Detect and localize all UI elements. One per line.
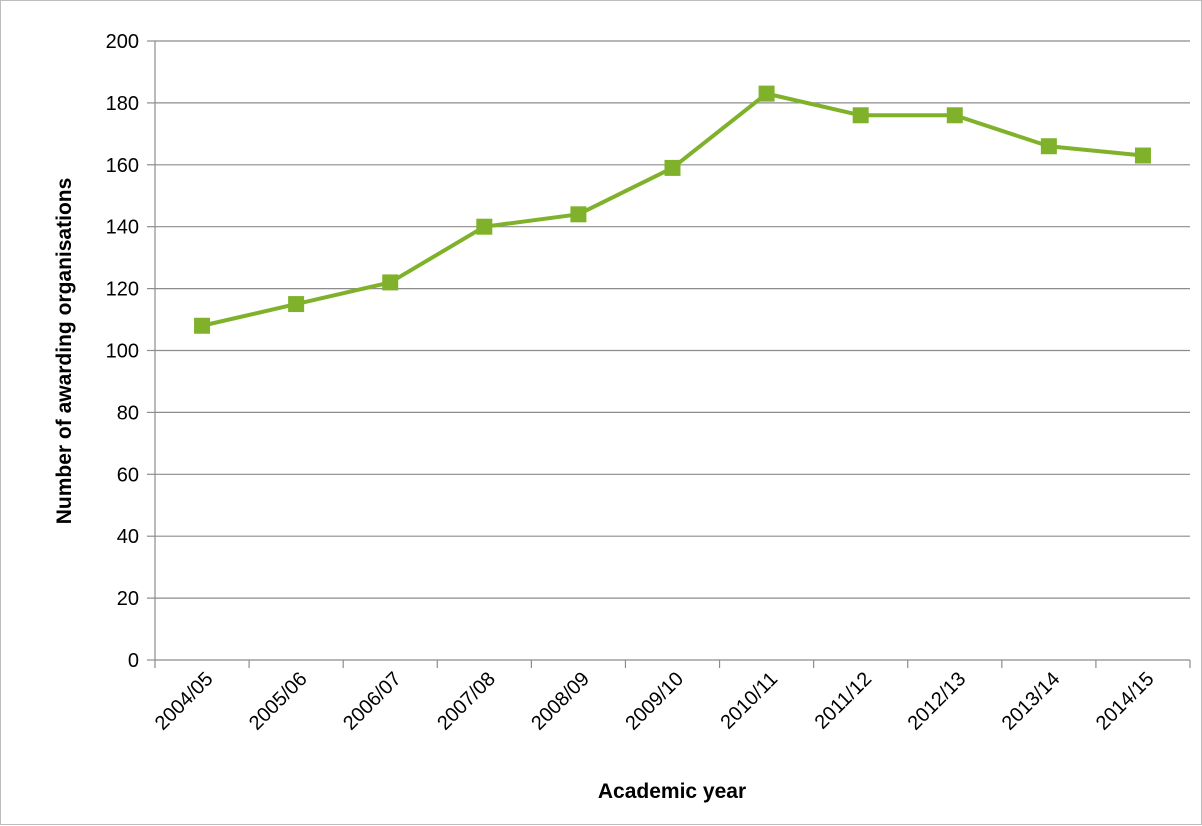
data-point-marker <box>476 218 493 235</box>
data-point-marker <box>1040 138 1057 155</box>
data-point-marker <box>194 317 211 334</box>
data-point-marker <box>852 107 869 124</box>
y-tick-label: 60 <box>117 464 139 486</box>
series <box>194 85 1151 334</box>
data-point-marker <box>288 296 305 313</box>
y-tick-label: 100 <box>106 341 139 363</box>
x-tick-label: 2004/05 <box>151 668 218 735</box>
y-tick-label: 200 <box>106 31 139 53</box>
x-tick-label: 2006/07 <box>339 668 406 735</box>
x-axis-title: Academic year <box>598 780 746 803</box>
gridlines <box>155 40 1190 599</box>
data-point-marker <box>382 274 399 291</box>
x-tick-label: 2010/11 <box>716 668 782 734</box>
x-tick-label: 2013/14 <box>998 668 1065 735</box>
y-tick-label: 160 <box>106 155 139 177</box>
y-axis-title: Number of awarding organisations <box>53 178 76 525</box>
x-tick-label: 2012/13 <box>904 668 971 735</box>
y-tick-label: 0 <box>128 650 139 672</box>
x-tick-label: 2009/10 <box>621 668 688 735</box>
x-tick-label: 2011/12 <box>811 668 877 734</box>
series-line <box>201 91 1144 328</box>
data-point-marker <box>758 85 775 102</box>
x-tick-label: 2008/09 <box>527 668 594 735</box>
tick-labels: 0 20 40 60 80 100 120 140 160 180 200 2004/05 2005/0… <box>106 31 1159 735</box>
y-tick-label: 180 <box>106 93 139 115</box>
data-point-marker <box>946 107 963 124</box>
y-tick-label: 120 <box>106 279 139 301</box>
y-tick-label: 20 <box>117 588 139 610</box>
axes <box>147 40 1191 668</box>
data-point-marker <box>664 159 681 176</box>
y-tick-label: 40 <box>117 526 139 548</box>
x-tick-label: 2014/15 <box>1092 668 1159 735</box>
x-tick-label: 2005/06 <box>245 668 312 735</box>
y-tick-label: 80 <box>117 402 139 424</box>
x-tick-label: 2007/08 <box>433 668 500 735</box>
y-tick-label: 140 <box>106 217 139 239</box>
data-point-marker <box>1134 147 1151 164</box>
data-point-marker <box>570 206 587 223</box>
